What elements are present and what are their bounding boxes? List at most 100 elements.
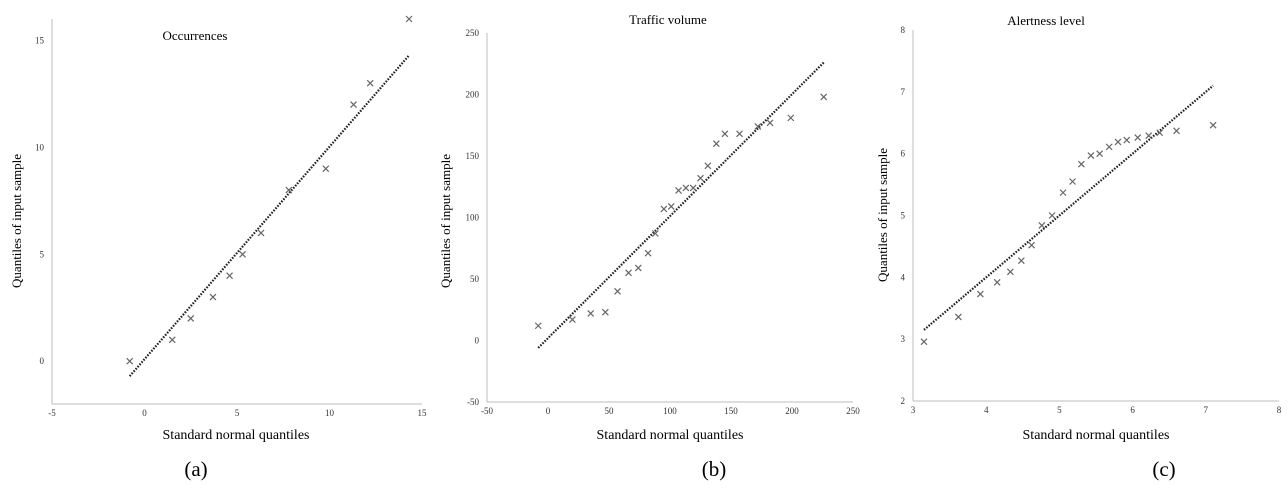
data-point [1006, 268, 1014, 276]
data-point [1028, 241, 1036, 249]
x-tick-label: -50 [481, 406, 493, 416]
y-tick-label: 3 [901, 334, 906, 344]
panel-label: (c) [1152, 457, 1175, 481]
y-tick-label: 150 [466, 151, 480, 161]
data-point [614, 287, 621, 295]
data-point [1048, 212, 1056, 219]
data-point [736, 130, 743, 138]
y-tick-label: 250 [466, 28, 480, 38]
data-point [405, 15, 413, 23]
data-point [1059, 189, 1067, 197]
x-tick-label: 15 [418, 408, 428, 418]
x-tick-label: 100 [663, 406, 677, 416]
x-tick-label: 3 [911, 405, 916, 415]
data-point [534, 322, 542, 330]
y-tick-label: -50 [467, 397, 479, 407]
data-point [625, 269, 632, 277]
data-point [712, 140, 720, 148]
y-tick-label: 8 [901, 25, 906, 35]
x-axis-label: Standard normal quantiles [597, 428, 744, 443]
y-tick-label: 6 [901, 149, 906, 159]
x-tick-label: 8 [1277, 405, 1282, 415]
data-point [1145, 132, 1153, 140]
y-tick-label: 10 [35, 142, 45, 152]
y-tick-label: 0 [40, 356, 45, 366]
data-point [993, 278, 1001, 286]
data-point [651, 230, 659, 237]
data-point [1096, 150, 1104, 158]
data-point [322, 165, 330, 173]
data-point [601, 308, 609, 316]
data-point [239, 250, 246, 258]
data-point [820, 93, 828, 101]
y-tick-label: 50 [470, 274, 480, 284]
x-tick-label: 6 [1130, 405, 1135, 415]
data-point [1087, 152, 1095, 159]
y-axis-label: Quantiles of input sample [9, 154, 24, 288]
data-point [1038, 221, 1046, 229]
y-axis-label: Quantiles of input sample [438, 154, 453, 288]
chart-panel-a: Occurrences Quantiles of input sample St… [9, 15, 428, 481]
chart-panel-c: Alertness level Quantiles of input sampl… [875, 13, 1282, 481]
x-tick-label: 50 [605, 406, 615, 416]
data-point [587, 310, 595, 317]
chart-panel-b: Traffic volume Quantiles of input sample… [438, 12, 861, 481]
data-point [350, 101, 357, 108]
data-point [682, 184, 690, 192]
plot-area: -5 0 5 10 15 0 5 10 15 [35, 15, 428, 418]
x-tick-label: 200 [785, 406, 799, 416]
x-axis-label: Standard normal quantiles [1023, 428, 1170, 443]
reference-line [128, 54, 410, 377]
y-tick-label: 5 [901, 211, 906, 221]
y-tick-label: 7 [901, 87, 906, 97]
data-point [704, 162, 712, 170]
data-point [568, 316, 576, 324]
panel-label: (a) [184, 457, 207, 481]
data-point [257, 229, 265, 237]
y-tick-label: 100 [466, 213, 480, 223]
data-point [226, 272, 234, 280]
data-point [675, 187, 682, 194]
chart-title: Traffic volume [629, 12, 707, 27]
data-point [1173, 127, 1180, 135]
x-tick-label: 250 [846, 406, 860, 416]
data-point [126, 357, 134, 365]
data-point [285, 186, 293, 194]
reference-line [923, 84, 1214, 331]
data-point [644, 249, 652, 257]
data-point [1105, 143, 1113, 151]
data-point [168, 336, 176, 344]
x-tick-label: 0 [546, 406, 551, 416]
y-tick-label: 5 [40, 249, 45, 259]
data-point [660, 205, 668, 213]
data-point [689, 184, 697, 192]
data-point [754, 123, 762, 130]
y-tick-label: 200 [466, 90, 480, 100]
x-tick-label: 0 [142, 408, 147, 418]
x-tick-label: 5 [1057, 405, 1062, 415]
data-point [187, 315, 195, 322]
data-point [1123, 136, 1131, 144]
data-point [634, 264, 642, 272]
data-point [954, 313, 962, 321]
data-point [787, 114, 795, 122]
panel-label: (b) [702, 457, 727, 481]
x-tick-label: 4 [984, 405, 989, 415]
y-axis-label: Quantiles of input sample [875, 148, 890, 282]
data-point [766, 119, 774, 127]
data-point [209, 293, 217, 301]
data-point [1114, 138, 1122, 146]
x-axis-label: Standard normal quantiles [163, 428, 310, 443]
x-tick-label: 150 [724, 406, 738, 416]
data-point [667, 203, 675, 210]
plot-area: -50 0 50 100 150 200 250 -50 0 50 100 150 200 250 [466, 28, 861, 416]
y-tick-label: 2 [901, 396, 906, 406]
x-tick-label: 7 [1204, 405, 1209, 415]
data-point [1156, 129, 1164, 137]
data-point [721, 130, 729, 138]
reference-line [537, 61, 825, 349]
data-point [1077, 160, 1085, 168]
y-tick-label: 15 [35, 35, 45, 45]
data-point [1209, 121, 1217, 129]
